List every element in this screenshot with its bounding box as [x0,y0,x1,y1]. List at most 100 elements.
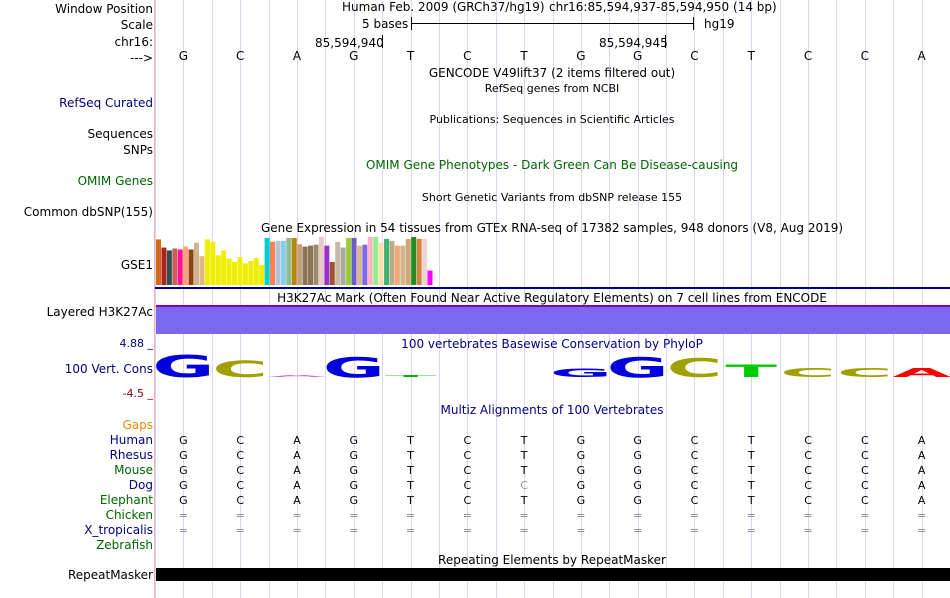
gencode-track-title[interactable]: GENCODE V49lift37 (2 items filtered out) [428,66,676,80]
gtex-tissue-bar[interactable] [291,237,297,285]
alignment-base: G [576,479,586,492]
refseq-track-title[interactable]: RefSeq genes from NCBI [484,82,620,95]
gtex-tissue-bar[interactable] [253,258,259,285]
species-label[interactable]: Zebrafish [96,538,153,552]
gtex-tissue-bar[interactable] [405,238,411,285]
gtex-tissue-bar[interactable] [199,256,205,285]
species-label[interactable]: X_tropicalis [84,523,153,537]
scale-bar-right-tick [693,17,694,30]
alignment-base: A [917,434,926,447]
grid-line [723,0,724,598]
gtex-tissue-bar[interactable] [356,245,362,285]
alignment-base: C [520,479,528,492]
sequences-track-title[interactable]: Publications: Sequences in Scientific Ar… [429,113,675,126]
gtex-tissue-bar[interactable] [242,263,248,285]
gtex-tissue-bar[interactable] [373,237,379,285]
gtex-tissue-bar[interactable] [194,242,200,285]
species-label[interactable]: Rhesus [109,448,153,462]
gtex-tissue-bar[interactable] [362,244,368,285]
dbsnp-track-title[interactable]: Short Genetic Variants from dbSNP releas… [421,191,683,204]
gtex-tissue-bar[interactable] [351,237,357,285]
dbsnp-track-label[interactable]: Common dbSNP(155) [23,205,153,219]
gtex-tissue-bar[interactable] [226,258,232,285]
gtex-tissue-bar[interactable] [177,249,183,285]
gtex-tissue-bar[interactable] [394,245,400,285]
h3k27ac-track-title[interactable]: H3K27Ac Mark (Often Found Near Active Re… [277,291,827,305]
gtex-tissue-bar[interactable] [367,237,373,285]
alignment-base: A [917,464,926,477]
gtex-track-title[interactable]: Gene Expression in 54 tissues from GTEx … [260,221,844,235]
alignment-base: T [407,479,414,492]
alignment-base: = [746,509,756,522]
window-position[interactable]: chr16:85,594,937-85,594,950 (14 bp) [549,0,777,14]
omim-track-title[interactable]: OMIM Gene Phenotypes - Dark Green Can Be… [365,158,739,172]
gtex-tissue-bar[interactable] [422,238,428,285]
phylop-track-title[interactable]: 100 vertebrates Basewise Conservation by… [401,337,703,351]
multiz-track-title[interactable]: Multiz Alignments of 100 Vertebrates [440,403,664,417]
phylop-track-label[interactable]: 100 Vert. Cons [64,362,153,376]
gtex-tissue-bar[interactable] [232,261,238,285]
species-label[interactable]: Chicken [105,508,153,522]
gtex-tissue-bar[interactable] [270,241,276,285]
gtex-tissue-bar[interactable] [248,261,254,285]
gtex-tissue-bar[interactable] [400,245,406,285]
gtex-tissue-bar[interactable] [329,261,335,285]
repeatmasker-track-title[interactable]: Repeating Elements by RepeatMasker [438,553,666,567]
gtex-tissue-bar[interactable] [302,246,308,285]
sequences-track-label[interactable]: Sequences [87,127,153,141]
alignment-base: G [349,464,359,477]
alignment-base: A [293,434,301,447]
species-label[interactable]: Dog [128,478,153,492]
alignment-base: C [690,449,699,462]
gtex-tissue-bar[interactable] [188,249,194,285]
gtex-tissue-bar[interactable] [346,237,352,285]
gtex-tissue-bar[interactable] [210,241,216,285]
species-label[interactable]: Mouse [114,463,153,477]
gtex-tissue-bar[interactable] [378,242,384,285]
gtex-tissue-bar[interactable] [259,264,265,285]
h3k27ac-signal-bar[interactable] [156,305,950,334]
gtex-tissue-bar[interactable] [275,240,281,285]
gtex-tissue-bar[interactable] [264,237,270,285]
refseq-track-label[interactable]: RefSeq Curated [59,96,153,110]
gtex-tissue-bar[interactable] [286,237,292,285]
alignment-base: C [463,449,472,462]
species-label[interactable]: Gaps [122,418,153,432]
gtex-tissue-bar[interactable] [335,241,341,285]
gtex-tissue-bar[interactable] [340,247,346,285]
gtex-tissue-bar[interactable] [427,270,433,285]
snps-track-label[interactable]: SNPs [123,143,153,157]
gtex-tissue-bar[interactable] [221,250,227,285]
gtex-tissue-bar[interactable] [237,257,243,285]
gtex-tissue-bar[interactable] [215,255,221,285]
gtex-tissue-bar[interactable] [280,240,286,285]
gtex-tissue-bar[interactable] [308,245,314,285]
repeatmasker-block[interactable] [156,568,950,581]
gtex-tissue-bar[interactable] [297,244,303,285]
gtex-track-label[interactable]: GSE1 [120,258,153,272]
omim-track-label[interactable]: OMIM Genes [77,174,153,188]
h3k27ac-track-label[interactable]: Layered H3K27Ac [46,305,153,319]
gtex-tissue-bar[interactable] [324,245,330,285]
species-label[interactable]: Human [109,433,153,447]
gtex-tissue-bar[interactable] [204,239,210,285]
gtex-tissue-bar[interactable] [384,238,390,285]
scale-text: 5 bases [362,17,409,31]
gtex-tissue-bar[interactable] [156,239,161,285]
alignment-base: T [407,449,414,462]
gtex-tissue-bar[interactable] [318,237,324,285]
gtex-tissue-bar[interactable] [411,237,417,285]
gtex-tissue-bar[interactable] [161,247,167,285]
gtex-tissue-bar[interactable] [183,246,189,285]
grid-line [325,0,326,598]
gtex-tissue-bar[interactable] [166,250,172,285]
grid-line [780,0,781,598]
repeatmasker-track-label[interactable]: RepeatMasker [67,568,153,582]
gtex-tissue-bar[interactable] [416,238,422,285]
gtex-tissue-bar[interactable] [172,248,178,285]
gtex-tissue-bar[interactable] [389,240,395,285]
gtex-tissue-bar[interactable] [313,244,319,285]
species-label[interactable]: Elephant [99,493,153,507]
